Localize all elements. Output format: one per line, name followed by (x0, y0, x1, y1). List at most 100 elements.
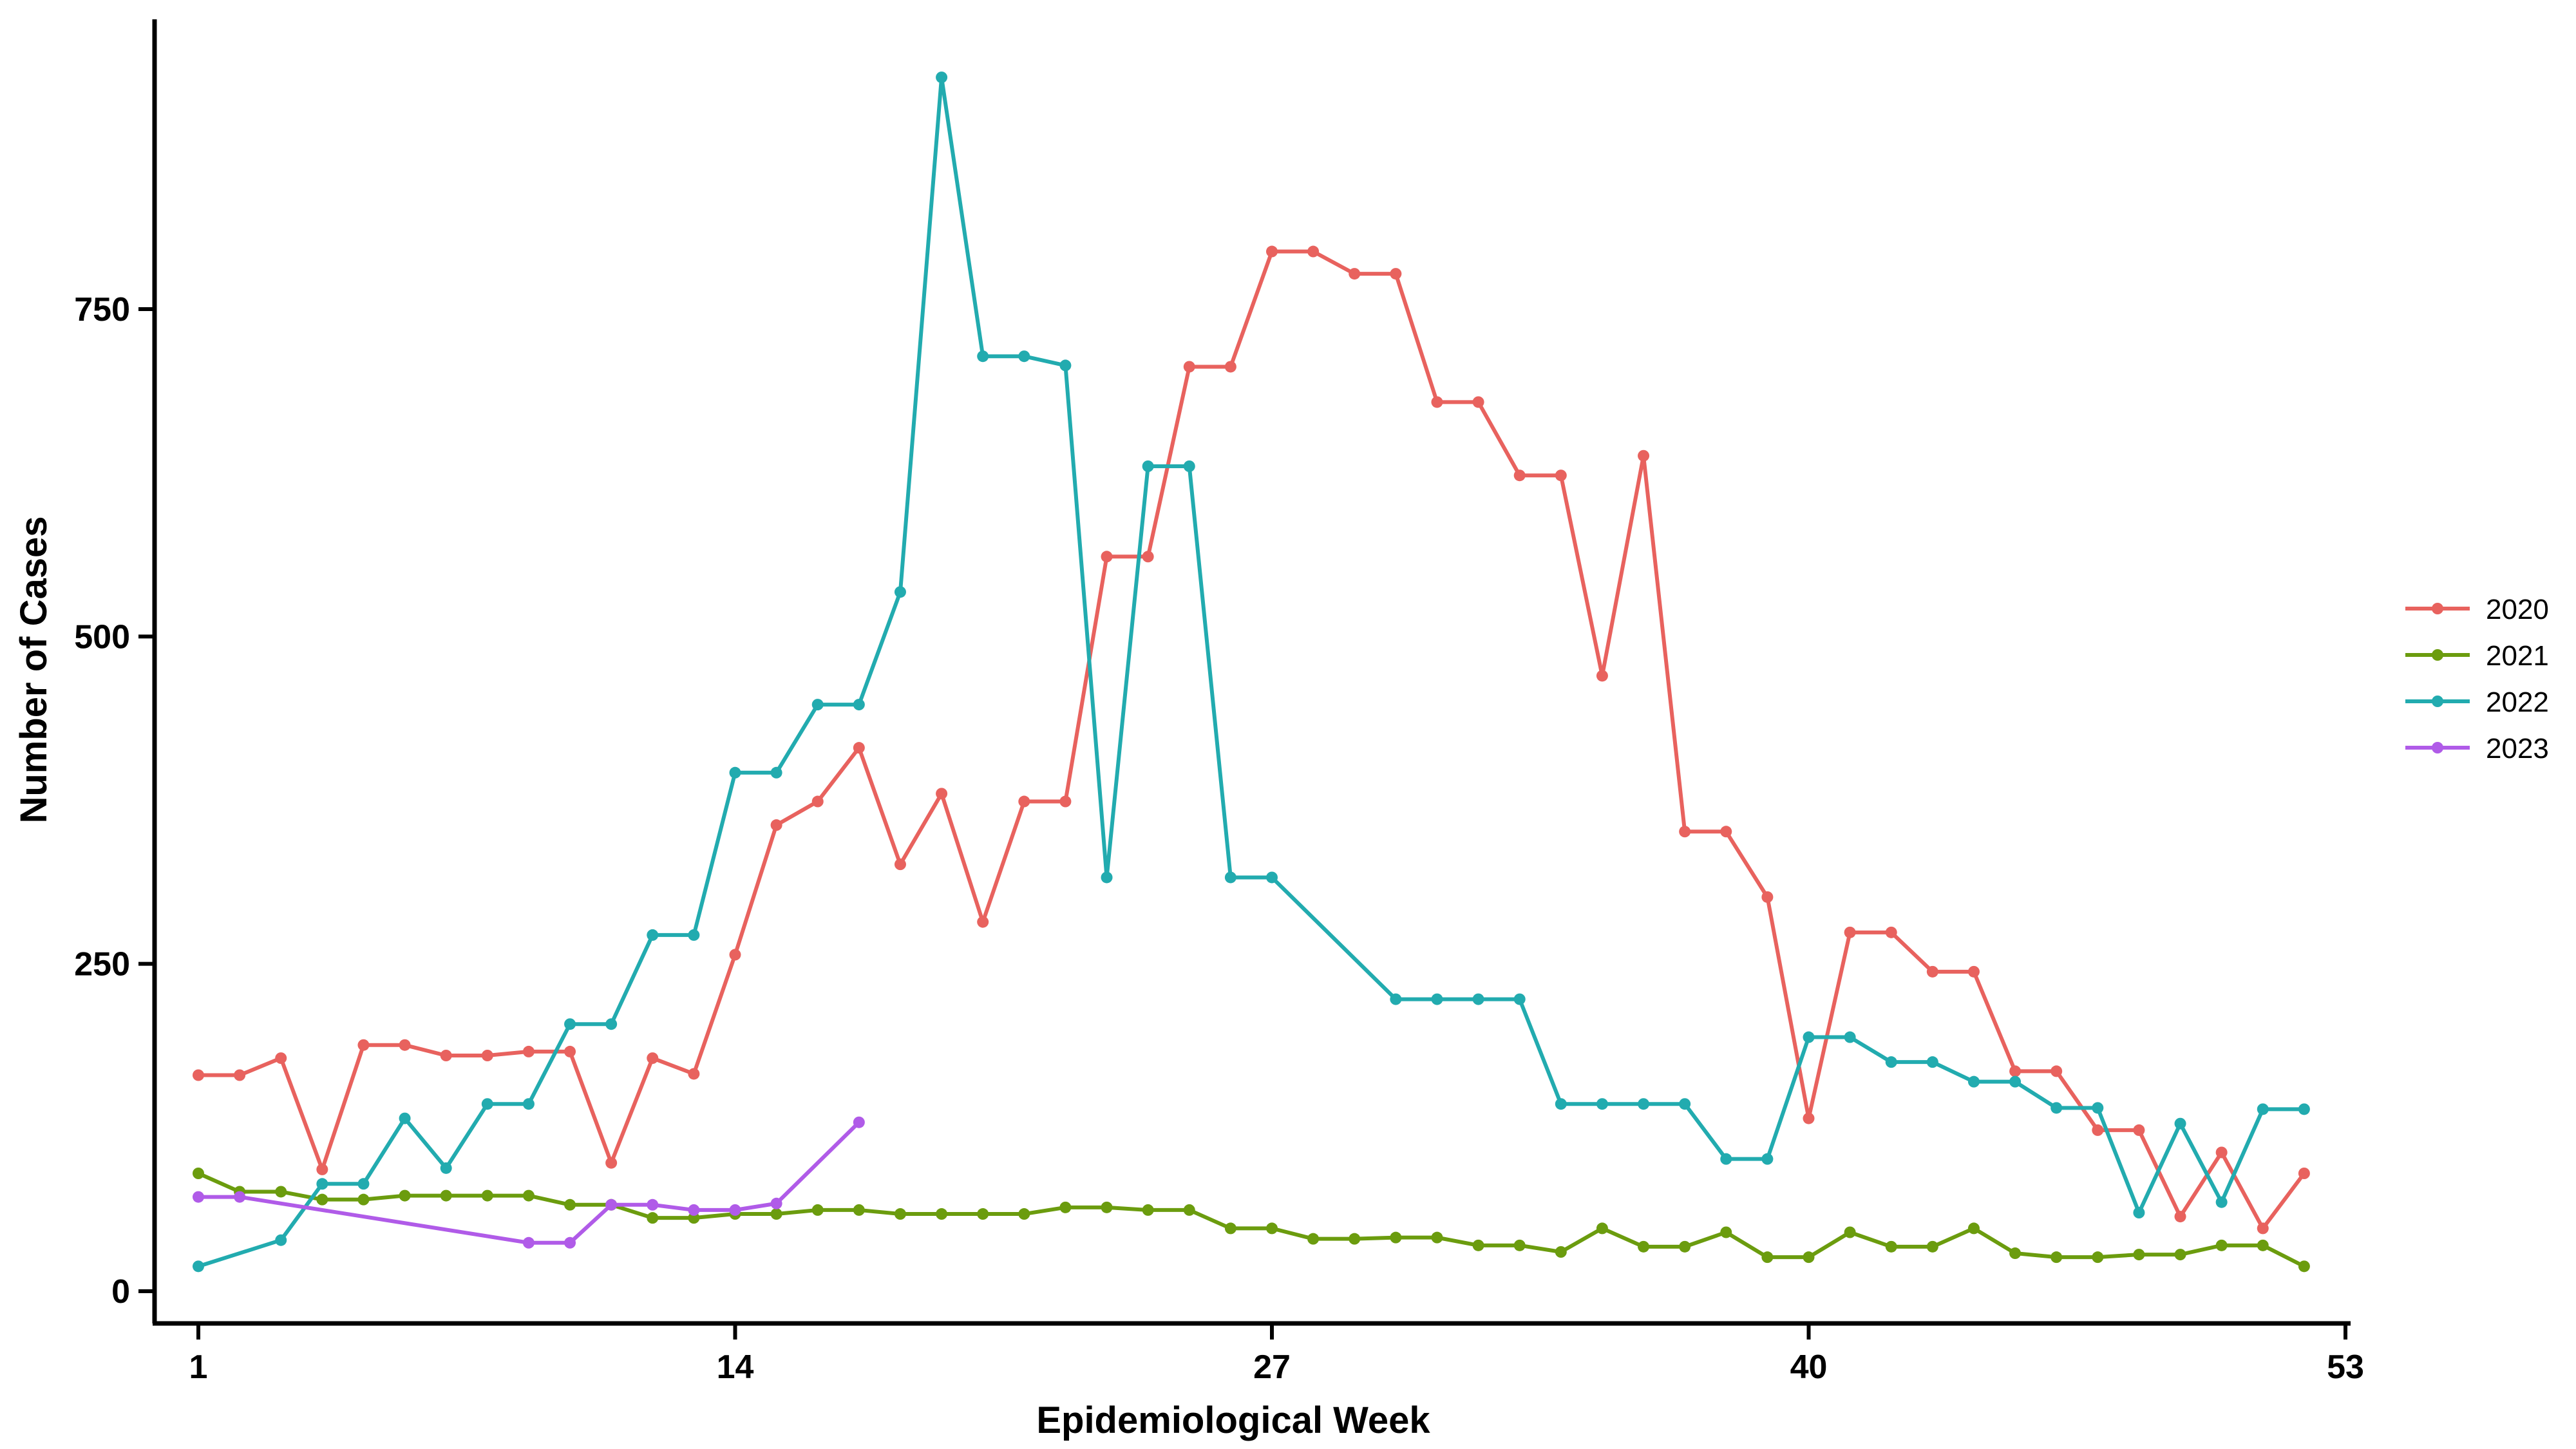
data-point-2020 (234, 1069, 246, 1081)
axes (138, 19, 2351, 1340)
data-point-2023 (605, 1198, 618, 1211)
data-point-2021 (2050, 1251, 2063, 1264)
data-point-2022 (1101, 871, 1113, 884)
series-2023 (193, 1116, 865, 1249)
data-point-2021 (1679, 1240, 1691, 1253)
y-axis-title: Number of Cases (13, 516, 55, 823)
data-point-2021 (1183, 1204, 1195, 1216)
data-point-2021 (2215, 1239, 2228, 1251)
series-layer (193, 71, 2310, 1273)
data-point-2022 (1266, 871, 1278, 884)
data-point-2022 (1803, 1031, 1815, 1043)
data-point-2021 (481, 1189, 493, 1202)
data-point-2022 (357, 1178, 370, 1190)
data-point-2022 (2092, 1102, 2104, 1114)
data-point-2022 (1885, 1056, 1897, 1068)
data-point-2021 (1555, 1246, 1567, 1258)
data-point-2022 (1844, 1031, 1856, 1043)
data-point-2022 (275, 1234, 287, 1246)
data-point-2021 (811, 1204, 824, 1216)
data-point-2020 (1018, 795, 1030, 808)
data-point-2020 (2298, 1168, 2310, 1179)
data-point-2020 (894, 858, 906, 871)
legend-item-2021: 2021 (2405, 640, 2549, 672)
series-2020 (193, 245, 2310, 1235)
data-point-2021 (1224, 1222, 1236, 1235)
data-point-2020 (1059, 795, 1072, 808)
data-point-2023 (564, 1236, 576, 1249)
data-point-2021 (1059, 1201, 1072, 1213)
data-point-2021 (2092, 1251, 2104, 1264)
data-point-2022 (1224, 871, 1236, 884)
data-point-2021 (1018, 1208, 1030, 1220)
data-point-2022 (2009, 1075, 2022, 1088)
data-point-2020 (275, 1052, 287, 1065)
data-point-2020 (1803, 1112, 1815, 1124)
data-point-2021 (1431, 1231, 1443, 1244)
legend-item-2023: 2023 (2405, 733, 2549, 764)
data-point-2021 (1926, 1240, 1938, 1253)
y-tick-label: 500 (74, 618, 130, 656)
series-2021 (193, 1168, 2310, 1273)
data-point-2020 (853, 742, 865, 754)
data-point-2020 (770, 819, 782, 831)
data-point-2022 (1720, 1153, 1732, 1165)
data-point-2022 (1142, 460, 1154, 472)
data-point-2022 (1059, 359, 1072, 372)
data-point-2021 (1142, 1204, 1154, 1216)
data-point-2020 (1307, 245, 1320, 258)
data-point-2021 (399, 1189, 411, 1202)
data-point-2022 (1555, 1098, 1567, 1110)
data-point-2021 (2133, 1249, 2145, 1261)
data-point-2022 (481, 1098, 493, 1110)
data-point-2022 (440, 1162, 452, 1174)
data-point-2020 (1266, 245, 1278, 258)
data-point-2022 (853, 699, 865, 711)
data-point-2020 (2050, 1065, 2063, 1077)
legend-item-2022: 2022 (2405, 687, 2549, 718)
legend-label: 2023 (2486, 733, 2549, 764)
data-point-2021 (894, 1208, 906, 1220)
data-point-2022 (977, 350, 989, 363)
data-point-2020 (2133, 1124, 2145, 1136)
data-point-2021 (1803, 1251, 1815, 1264)
data-point-2020 (1349, 268, 1361, 280)
data-point-2020 (1679, 826, 1691, 838)
data-point-2022 (647, 929, 659, 941)
data-point-2021 (275, 1186, 287, 1198)
data-point-2022 (1761, 1153, 1774, 1165)
data-point-2022 (1926, 1056, 1938, 1068)
data-point-2022 (1967, 1075, 1980, 1088)
data-point-2022 (2298, 1103, 2310, 1115)
x-tick-label: 27 (1253, 1349, 1291, 1386)
data-point-2020 (1967, 965, 1980, 978)
data-point-2020 (1142, 551, 1154, 563)
data-point-2020 (1638, 450, 1650, 462)
data-point-2022 (2215, 1196, 2228, 1208)
data-point-2022 (564, 1018, 576, 1030)
data-point-2020 (2215, 1146, 2228, 1159)
data-point-2020 (688, 1068, 700, 1080)
data-point-2020 (977, 916, 989, 928)
data-point-2020 (1844, 926, 1856, 938)
legend-swatch-point (2432, 649, 2443, 661)
data-point-2020 (2009, 1065, 2022, 1077)
data-point-2022 (522, 1098, 535, 1110)
data-point-2021 (2174, 1249, 2186, 1261)
data-point-2020 (936, 788, 948, 800)
data-point-2022 (1472, 993, 1484, 1005)
data-point-2020 (564, 1045, 576, 1057)
x-tick-label: 40 (1790, 1349, 1828, 1386)
data-point-2022 (1431, 993, 1443, 1005)
data-point-2020 (811, 795, 824, 808)
data-point-2020 (605, 1157, 618, 1169)
data-point-2021 (1307, 1233, 1320, 1245)
data-point-2022 (2050, 1102, 2063, 1114)
data-point-2022 (2174, 1117, 2186, 1130)
x-tick-label: 14 (717, 1349, 754, 1386)
data-point-2021 (1885, 1240, 1897, 1253)
data-point-2020 (1513, 469, 1526, 482)
data-point-2020 (522, 1045, 535, 1057)
legend-swatch-point (2432, 603, 2443, 614)
